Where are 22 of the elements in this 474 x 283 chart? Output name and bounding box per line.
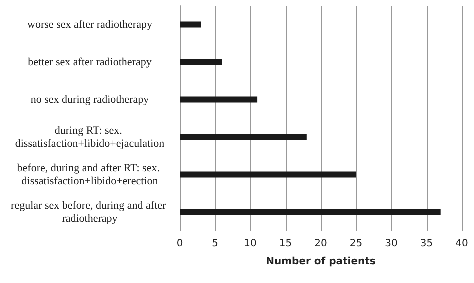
y-tick-label: before, during and after RT: sex. dissatisfaction+libido+erection <box>17 162 163 188</box>
bar <box>180 172 356 178</box>
y-tick-label: regular sex before, during and after radiotherapy <box>11 200 169 225</box>
bar <box>180 134 307 140</box>
x-tick-label: 25 <box>350 238 363 250</box>
bar <box>180 96 258 103</box>
x-tick-label: 10 <box>244 238 257 250</box>
x-tick-label: 40 <box>456 238 468 250</box>
x-tick-label: 5 <box>212 238 218 250</box>
y-tick-label: no sex during radiotherapy <box>30 94 150 106</box>
x-tick-label: 35 <box>420 238 434 250</box>
y-tick-label: worse sex after radiotherapy <box>28 18 153 31</box>
y-tick-label: during RT: sex. dissatisfaction+libido+ejaculation <box>15 124 166 150</box>
x-tick-label: 20 <box>314 238 328 250</box>
x-tick-label: 0 <box>176 238 184 250</box>
x-tick-label: 30 <box>385 238 398 250</box>
y-tick-label: better sex after radiotherapy <box>28 56 152 68</box>
x-axis-title: Number of patients <box>266 256 376 268</box>
bar <box>180 22 202 28</box>
bar <box>180 209 441 216</box>
x-tick-label: 15 <box>279 238 292 250</box>
bar <box>180 59 222 66</box>
